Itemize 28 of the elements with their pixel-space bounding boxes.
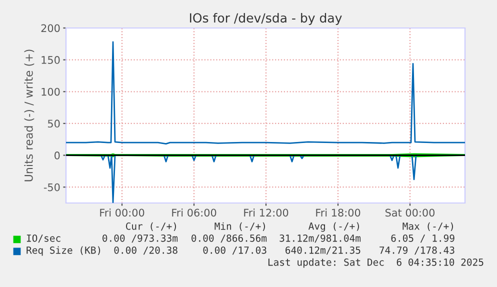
text: 640.12m/21.35 [286,246,360,255]
text: 0.00 /866.56m [192,234,267,243]
text: Min (-/+) [214,222,265,231]
x-tick-label: Fri 12:00 [244,208,288,217]
text: 0.00 /20.38 [114,246,178,255]
text: 6.05 / 1.99 [391,234,454,243]
x-tick-label: Fri 00:00 [100,208,144,217]
x-tick-label: Fri 18:00 [316,208,360,217]
text: Cur (-/+) [126,222,176,231]
text: 74.79 /178.43 [380,246,454,255]
text: Avg (-/+) [308,222,359,232]
legend-label: Req Size (KB) [26,246,100,256]
y-tick-label: 200 [41,24,60,32]
legend-label: IO/sec [26,234,60,243]
y-tick-label: 100 [42,88,60,96]
text: Max (-/+) [402,222,453,231]
y-axis-title: Units read (-) / write (+) [24,50,34,182]
text: 31.12m/981.04m [280,234,361,243]
y-tick-label: 150 [42,56,60,64]
text: 0.00 /973.33m [102,234,178,243]
text: Last update: Sat Dec 6 04:35:10 2025 [268,258,484,268]
x-tick-label: Fri 06:00 [172,208,216,217]
chart-title: IOs for /dev/sda - by day [190,12,342,26]
y-tick-label: 50 [48,120,60,128]
text: 0.00 /17.03 [203,246,266,255]
y-tick-label: -50 [44,183,60,192]
x-tick-label: Sat 00:00 [385,208,435,217]
y-tick-label: 0 [54,152,60,160]
